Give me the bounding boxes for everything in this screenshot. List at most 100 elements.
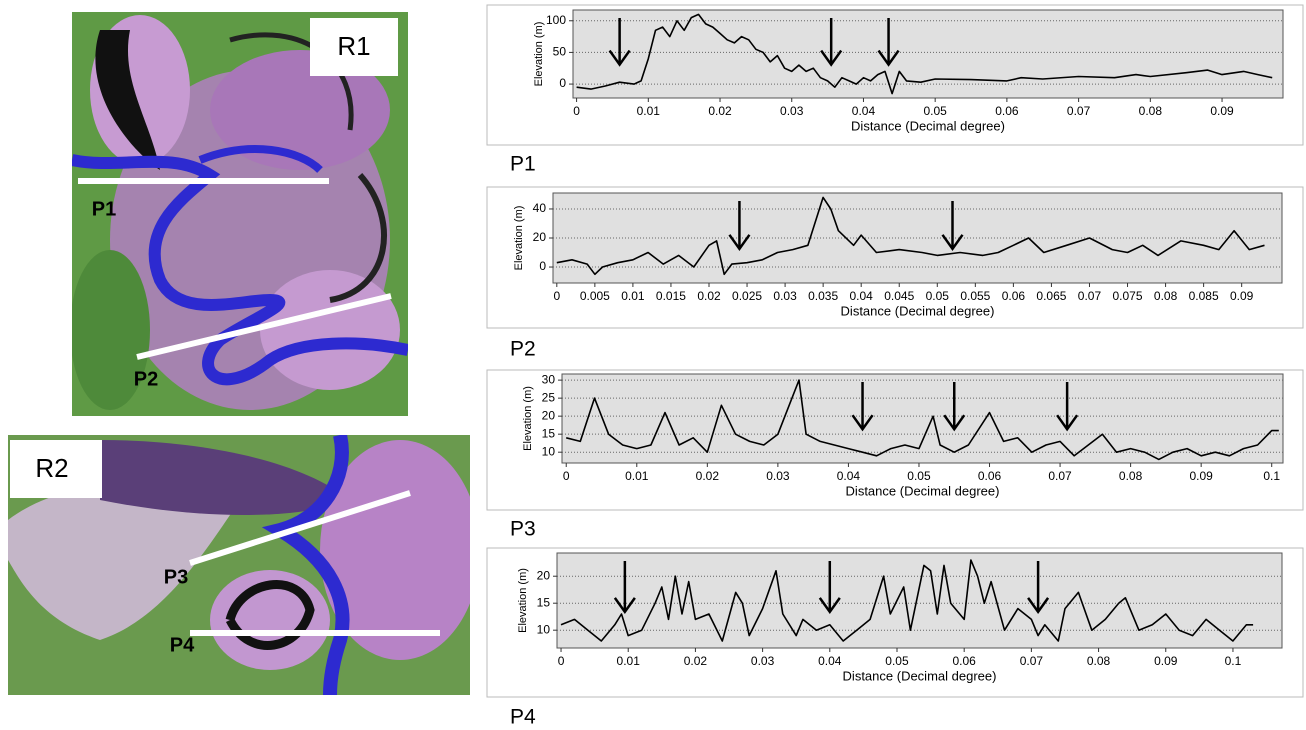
x-tick-label: 0.05 bbox=[923, 104, 947, 118]
map-label: R2 bbox=[35, 453, 68, 483]
x-tick-label: 0.015 bbox=[656, 289, 686, 303]
profile-line bbox=[566, 379, 1279, 461]
y-tick-label: 40 bbox=[533, 201, 547, 215]
x-tick-label: 0.03 bbox=[780, 104, 804, 118]
chart-title: P1 bbox=[510, 153, 536, 176]
profile-line bbox=[556, 196, 1265, 276]
arrow-head bbox=[1027, 597, 1050, 615]
x-tick-label: 0 bbox=[558, 654, 565, 668]
x-tick-label: 0.05 bbox=[907, 469, 931, 483]
x-tick-label: 0.07 bbox=[1048, 469, 1072, 483]
x-tick-label: 0.08 bbox=[1119, 469, 1143, 483]
x-tick-label: 0.1 bbox=[1225, 654, 1242, 668]
x-tick-label: 0.045 bbox=[884, 289, 914, 303]
y-tick-label: 20 bbox=[537, 568, 551, 582]
y-tick-label: 50 bbox=[553, 45, 567, 59]
profile-label: P4 bbox=[170, 634, 195, 656]
x-tick-label: 0.055 bbox=[960, 289, 990, 303]
x-tick-label: 0.01 bbox=[617, 654, 641, 668]
x-tick-label: 0.07 bbox=[1067, 104, 1091, 118]
y-tick-label: 20 bbox=[542, 408, 556, 422]
satellite-image bbox=[72, 12, 408, 416]
y-axis-label: Elevation (m) bbox=[522, 386, 534, 451]
map-label-box bbox=[10, 440, 102, 498]
arrow-head bbox=[608, 49, 631, 67]
plot-area bbox=[572, 9, 1284, 99]
arrow-head bbox=[728, 234, 751, 251]
x-tick-label: 0.09 bbox=[1189, 469, 1213, 483]
x-axis-label: Distance (Decimal degree) bbox=[843, 668, 997, 683]
x-tick-label: 0.09 bbox=[1230, 289, 1254, 303]
arrow bbox=[943, 382, 966, 432]
x-tick-label: 0.085 bbox=[1189, 289, 1219, 303]
x-axis-label: Distance (Decimal degree) bbox=[846, 483, 1000, 498]
x-tick-label: 0.005 bbox=[580, 289, 610, 303]
x-tick-label: 0.04 bbox=[837, 469, 861, 483]
y-tick-label: 0 bbox=[539, 259, 546, 273]
chart-title: P3 bbox=[510, 518, 536, 541]
x-tick-label: 0.07 bbox=[1078, 289, 1102, 303]
arrow bbox=[728, 201, 751, 251]
y-tick-label: 0 bbox=[559, 76, 566, 90]
x-tick-label: 0.065 bbox=[1036, 289, 1066, 303]
x-axis-label: Distance (Decimal degree) bbox=[841, 303, 995, 318]
arrow bbox=[1027, 561, 1050, 615]
x-tick-label: 0.08 bbox=[1139, 104, 1163, 118]
map-label: R1 bbox=[337, 31, 370, 61]
arrow-head bbox=[1056, 414, 1079, 432]
chart-title: P2 bbox=[510, 338, 536, 361]
x-tick-label: 0.04 bbox=[818, 654, 842, 668]
arrow-head bbox=[943, 414, 966, 432]
x-tick-label: 0.04 bbox=[850, 289, 874, 303]
x-tick-label: 0.08 bbox=[1154, 289, 1178, 303]
arrow bbox=[818, 561, 841, 615]
profile-label: P3 bbox=[164, 566, 188, 588]
x-tick-label: 0.02 bbox=[684, 654, 708, 668]
y-tick-label: 100 bbox=[546, 13, 566, 27]
arrow-head bbox=[851, 414, 874, 432]
y-tick-label: 15 bbox=[537, 595, 551, 609]
map-label-box bbox=[310, 18, 398, 76]
arrow-head bbox=[941, 234, 964, 251]
arrow bbox=[608, 18, 631, 67]
y-tick-label: 10 bbox=[537, 622, 551, 636]
arrow bbox=[613, 561, 636, 615]
x-tick-label: 0 bbox=[563, 469, 570, 483]
arrow bbox=[877, 18, 900, 67]
arrow bbox=[820, 18, 843, 67]
x-tick-label: 0.075 bbox=[1113, 289, 1143, 303]
x-tick-label: 0.025 bbox=[732, 289, 762, 303]
x-tick-label: 0.03 bbox=[751, 654, 775, 668]
x-tick-label: 0.06 bbox=[995, 104, 1019, 118]
chart-title: P4 bbox=[510, 706, 536, 729]
plot-area bbox=[561, 373, 1284, 464]
x-tick-label: 0.01 bbox=[621, 289, 645, 303]
y-tick-label: 10 bbox=[542, 444, 556, 458]
x-tick-label: 0.06 bbox=[978, 469, 1002, 483]
x-tick-label: 0.05 bbox=[885, 654, 909, 668]
x-tick-label: 0 bbox=[573, 104, 580, 118]
y-axis-label: Elevation (m) bbox=[533, 22, 545, 87]
y-tick-label: 20 bbox=[533, 230, 547, 244]
y-tick-label: 30 bbox=[542, 372, 556, 386]
profile-line bbox=[576, 13, 1273, 95]
x-tick-label: 0.05 bbox=[926, 289, 950, 303]
y-axis-label: Elevation (m) bbox=[513, 206, 525, 271]
x-tick-label: 0.035 bbox=[808, 289, 838, 303]
profile-line bbox=[560, 559, 1254, 642]
x-tick-label: 0.01 bbox=[625, 469, 649, 483]
x-tick-label: 0.09 bbox=[1154, 654, 1178, 668]
plot-area bbox=[552, 192, 1283, 284]
x-tick-label: 0.04 bbox=[852, 104, 876, 118]
x-axis-label: Distance (Decimal degree) bbox=[851, 118, 1005, 133]
y-tick-label: 25 bbox=[542, 390, 556, 404]
x-tick-label: 0.06 bbox=[1002, 289, 1026, 303]
x-tick-label: 0 bbox=[553, 289, 560, 303]
x-tick-label: 0.08 bbox=[1087, 654, 1111, 668]
profile-label: P1 bbox=[92, 198, 116, 220]
x-tick-label: 0.1 bbox=[1263, 469, 1280, 483]
arrow bbox=[1056, 382, 1079, 432]
arrow-head bbox=[818, 597, 841, 615]
x-tick-label: 0.03 bbox=[766, 469, 790, 483]
